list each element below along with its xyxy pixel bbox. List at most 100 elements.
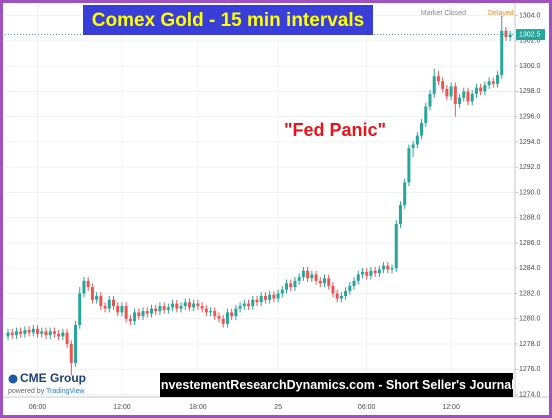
y-tick-label: 1294.0 — [519, 139, 541, 146]
powered-by: powered by TradingView — [8, 388, 85, 395]
candle-body — [128, 318, 132, 322]
candle-body — [74, 325, 78, 363]
candle-body — [445, 88, 449, 97]
market-status: Market Closed — [421, 10, 466, 17]
candle-body — [48, 331, 52, 336]
candle-body — [86, 280, 90, 288]
candle-body — [382, 265, 386, 270]
y-tick-label: 1296.0 — [519, 113, 541, 120]
candle-body — [196, 303, 200, 307]
y-tick-label: 1286.0 — [519, 240, 541, 247]
feed-status: Delayed — [488, 10, 514, 17]
candle-body — [141, 311, 145, 317]
candle-body — [352, 280, 356, 286]
candle-body — [318, 280, 322, 284]
candle-body — [470, 93, 474, 102]
candle-body — [407, 148, 411, 183]
candle-body — [369, 270, 373, 276]
candle-body — [496, 74, 500, 84]
candle-body — [280, 289, 284, 294]
candle-body — [230, 312, 234, 317]
candle-body — [166, 307, 170, 310]
candle-body — [95, 295, 99, 300]
candle-body — [344, 290, 348, 296]
y-tick-label: 1288.0 — [519, 215, 541, 222]
candle-body — [40, 331, 44, 334]
chart-title: Comex Gold - 15 min intervals — [92, 10, 364, 31]
brand-logo — [8, 374, 18, 384]
candle-body — [441, 81, 445, 89]
axes: 1274.0 1276.0 1278.0 1280.0 1282.0 1284.0 1286… — [29, 12, 545, 411]
candle-body — [238, 306, 242, 309]
candle-body — [204, 308, 208, 313]
candle-body — [36, 328, 40, 334]
candle-body — [14, 331, 18, 336]
candle-body — [268, 294, 272, 300]
candle-body — [500, 30, 504, 75]
candle-body — [263, 295, 267, 300]
candle-body — [339, 295, 343, 299]
candle-body — [335, 293, 339, 299]
candle-body — [23, 330, 27, 334]
candle-body — [154, 308, 158, 312]
candle-body — [52, 331, 56, 334]
last-price-box — [516, 29, 545, 41]
candle-body — [348, 285, 352, 291]
candle-body — [272, 294, 276, 299]
candle-body — [356, 274, 360, 281]
candle-body — [360, 271, 364, 275]
candle-body — [99, 295, 103, 307]
candle-body — [57, 333, 61, 337]
banner: InvestementResearchDynamics.com - Short … — [157, 378, 514, 392]
candle-body — [183, 302, 187, 307]
y-tick-label: 1290.0 — [519, 189, 541, 196]
candle-body — [386, 265, 390, 270]
candle-body — [158, 306, 162, 312]
candle-body — [251, 299, 255, 307]
candle-body — [187, 302, 191, 308]
candle-body — [44, 331, 48, 336]
candle-body — [149, 308, 153, 314]
y-tick-label: 1276.0 — [519, 366, 541, 373]
candle-body — [61, 332, 65, 337]
candle-body — [483, 85, 487, 92]
candle-body — [133, 312, 137, 322]
candle-body — [124, 306, 128, 319]
y-tick-label: 1274.0 — [519, 391, 541, 398]
candle-body — [247, 303, 251, 307]
y-tick-label: 1280.0 — [519, 316, 541, 323]
x-tick-label: 06:00 — [29, 404, 47, 411]
candle-body — [145, 311, 149, 314]
candle-body — [78, 293, 82, 326]
x-tick-label: 25 — [274, 404, 282, 411]
candle-body — [10, 332, 14, 336]
candle-body — [192, 303, 196, 308]
candle-body — [394, 223, 398, 269]
candle-body — [479, 87, 483, 92]
x-tick-label: 12:00 — [113, 404, 131, 411]
provider: TradingView — [46, 388, 85, 395]
y-tick-label: 1300.0 — [519, 63, 541, 70]
candle-body — [306, 270, 310, 279]
candle-body — [234, 308, 238, 317]
candle-body — [491, 81, 495, 84]
candle-body — [6, 332, 10, 337]
candle-body — [285, 283, 289, 290]
title-box — [83, 5, 373, 35]
x-tick-label: 18:00 — [189, 404, 207, 411]
candle-body — [293, 280, 297, 288]
candle-body — [449, 86, 453, 97]
candle-body — [27, 330, 31, 333]
candle-body — [259, 295, 263, 303]
candle-body — [327, 278, 331, 286]
candle-body — [31, 328, 35, 333]
candle-body — [398, 205, 402, 224]
last-price-label: 1302.5 — [519, 31, 541, 38]
candle-body — [487, 81, 491, 86]
candle-body — [462, 91, 466, 98]
candle-body — [221, 318, 225, 324]
y-tick-label: 1278.0 — [519, 341, 541, 348]
candle-body — [179, 306, 183, 309]
